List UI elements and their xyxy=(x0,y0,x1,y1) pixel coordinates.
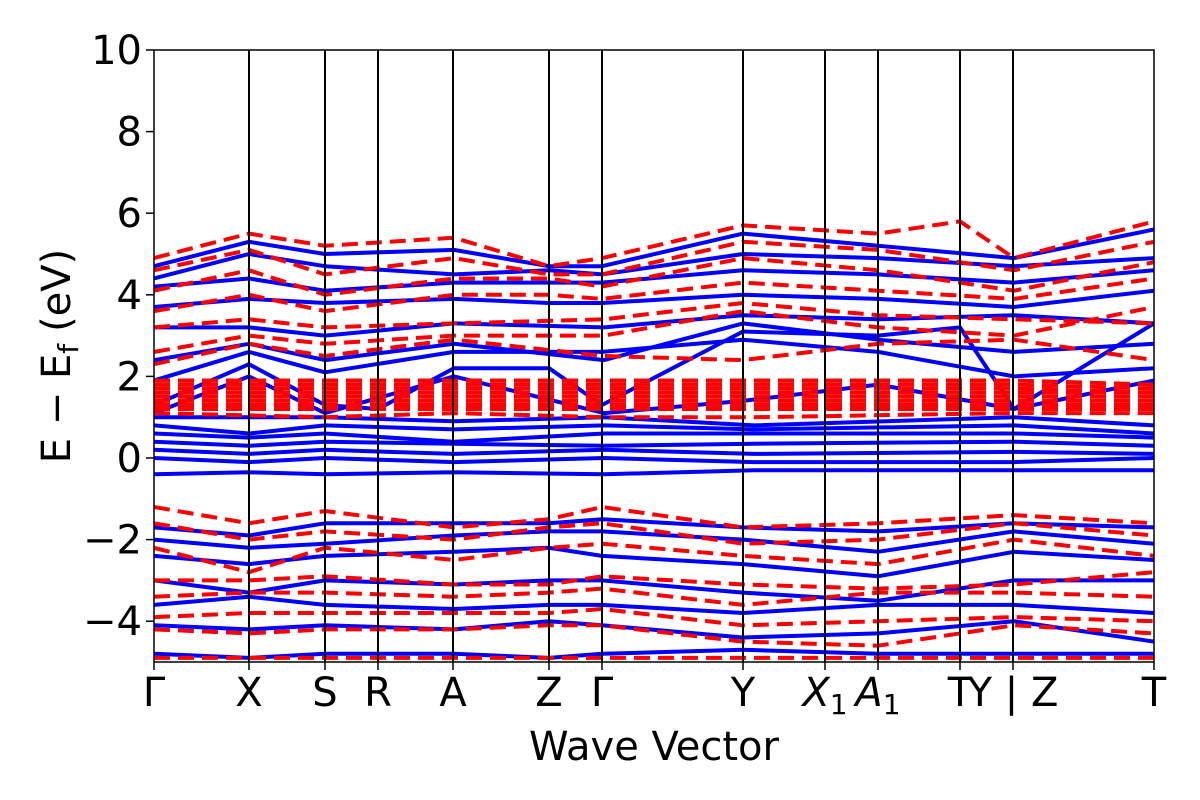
dashed-band-line-17 xyxy=(154,521,1154,546)
y-tick-label-5: 6 xyxy=(117,191,142,237)
dashed-band-line-13 xyxy=(154,256,1154,297)
solid-band-line-20 xyxy=(154,594,1154,615)
y-tick-label-4: 4 xyxy=(117,273,142,319)
x-tick-label-3: R xyxy=(364,670,392,716)
solid-band-line-5 xyxy=(154,423,1154,436)
dashed-band-line-10 xyxy=(154,305,1154,354)
solid-band-line-22 xyxy=(154,647,1154,660)
solid-band-line-9 xyxy=(154,337,1154,383)
dashed-band-line-16 xyxy=(154,505,1154,530)
x-tick-label-0: Γ xyxy=(143,670,166,716)
dashed-band-line-12 xyxy=(154,276,1154,314)
x-tick-label-5: Z xyxy=(535,670,562,716)
x-tick-label-8: X1 xyxy=(800,670,847,721)
x-tick-label-1: X xyxy=(235,670,262,716)
dashed-band-line-20 xyxy=(154,586,1154,607)
x-tick-label-7: Y xyxy=(730,670,756,716)
x-tick-label-12: T xyxy=(1141,670,1167,716)
dashed-band-line-14 xyxy=(154,239,1154,277)
x-tick-label-sub-8: 1 xyxy=(830,688,848,721)
dashed-band-line-11 xyxy=(154,301,1154,330)
dashed-band-line-21 xyxy=(154,607,1154,628)
y-tick-label-2: 0 xyxy=(117,436,142,482)
x-tick-label-main-8: X xyxy=(800,670,831,716)
solid-band-line-3 xyxy=(154,439,1154,448)
x-tick-label-main-9: A xyxy=(852,670,882,716)
y-tick-label-0: −4 xyxy=(83,599,142,645)
solid-band-line-17 xyxy=(154,529,1154,554)
solid-band-line-2 xyxy=(154,447,1154,456)
x-axis-label: Wave Vector xyxy=(529,724,780,770)
x-tick-label-9: A1 xyxy=(852,670,900,721)
dashed-band-line-22 xyxy=(154,623,1154,648)
plot-frame xyxy=(153,49,1155,663)
solid-band-line-0 xyxy=(154,468,1154,477)
k-point-lines xyxy=(248,50,1014,662)
solid-band-line-18 xyxy=(154,545,1154,579)
x-tick-label-6: Γ xyxy=(591,670,614,716)
x-tick-label-2: S xyxy=(312,670,337,716)
y-tick-label-7: 10 xyxy=(91,28,142,74)
solid-band-line-1 xyxy=(154,456,1154,465)
y-axis-label: E − Ef (eV) xyxy=(34,249,85,464)
solid-band-line-14 xyxy=(154,252,1154,281)
x-tick-label-11: Y | Z xyxy=(967,670,1059,716)
y-tick-label-6: 8 xyxy=(117,110,142,156)
solid-band-line-21 xyxy=(154,619,1154,644)
solid-band-line-16 xyxy=(154,517,1154,538)
solid-band-line-4 xyxy=(154,431,1154,444)
dashed-band-line-19 xyxy=(154,570,1154,591)
y-tick-label-3: 2 xyxy=(117,354,142,400)
solid-band-line-15 xyxy=(154,227,1154,269)
y-axis-ticks: −4 −2 0 2 4 6 8 10 xyxy=(83,28,154,645)
dashed-band-line-9 xyxy=(154,337,1154,367)
y-axis-label-main: E − E xyxy=(34,354,80,464)
x-tick-label-10: T xyxy=(947,670,973,716)
y-tick-label-1: −2 xyxy=(83,518,142,564)
x-tick-label-4: A xyxy=(439,670,467,716)
y-axis-label-sub: f xyxy=(52,343,85,354)
dashed-band-line-18 xyxy=(154,537,1154,575)
x-tick-label-sub-9: 1 xyxy=(883,688,901,721)
y-axis-label-unit: (eV) xyxy=(34,249,80,332)
